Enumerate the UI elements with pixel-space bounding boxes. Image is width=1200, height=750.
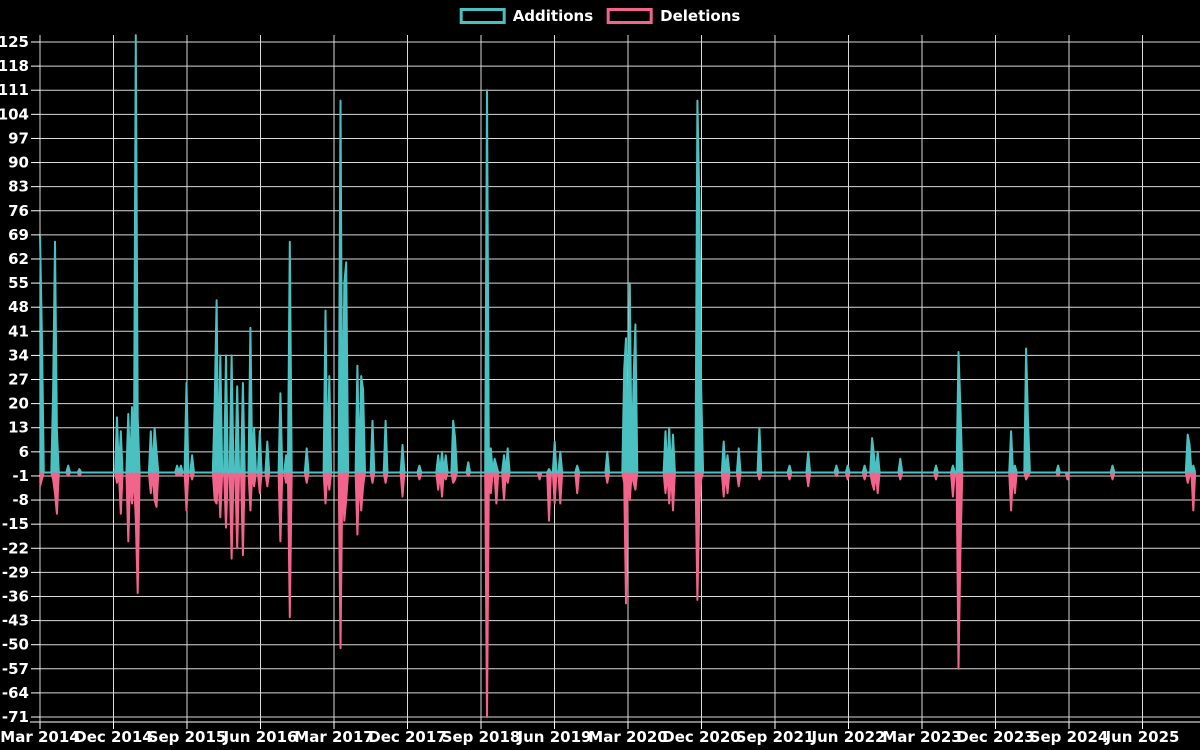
x-axis-label: Mar 2023 <box>882 728 961 746</box>
y-axis-label: 27 <box>8 371 29 389</box>
y-axis-label: 104 <box>0 105 29 123</box>
y-axis-label: 69 <box>8 226 29 244</box>
deletions-label: Deletions <box>660 7 741 25</box>
y-axis-label: -22 <box>2 539 29 557</box>
y-axis-label: -36 <box>2 587 29 605</box>
y-axis-label: 83 <box>8 178 29 196</box>
y-axis-label: -50 <box>2 636 29 654</box>
additions-series <box>39 34 1197 474</box>
x-axis-label: Sep 2015 <box>148 728 227 746</box>
y-axis-label: 13 <box>8 419 29 437</box>
x-axis-label: Dec 2020 <box>662 728 741 746</box>
y-axis-label: -1 <box>12 467 29 485</box>
additions-swatch-icon <box>459 8 506 24</box>
y-axis-label: 41 <box>8 322 29 340</box>
x-axis-label: Jun 2022 <box>811 728 886 746</box>
y-axis-label: -8 <box>12 491 29 509</box>
deletions-swatch-icon <box>607 8 654 24</box>
y-axis-label: 76 <box>8 202 29 220</box>
y-axis-label: 34 <box>8 346 29 364</box>
x-axis-label: Jun 2016 <box>223 728 298 746</box>
y-axis-label: 97 <box>8 129 29 147</box>
gridlines <box>39 35 1200 722</box>
x-axis-label: Mar 2014 <box>0 728 79 746</box>
y-axis-label: -29 <box>2 563 29 581</box>
y-axis-label: 20 <box>8 395 29 413</box>
y-axis-label: -43 <box>2 612 29 630</box>
y-axis-label: 118 <box>0 57 29 75</box>
deletions-series <box>39 471 1197 718</box>
y-axis-label: 111 <box>0 81 29 99</box>
legend-item-additions[interactable]: Additions <box>459 7 594 25</box>
x-axis-label: Dec 2014 <box>74 728 153 746</box>
x-axis-label: Jun 2019 <box>517 728 592 746</box>
x-axis-label: Jun 2025 <box>1105 728 1180 746</box>
chart-legend: Additions Deletions <box>459 7 740 25</box>
y-axis-label: 125 <box>0 33 29 51</box>
y-axis-label: 6 <box>19 443 29 461</box>
x-axis-label: Dec 2023 <box>956 728 1035 746</box>
legend-item-deletions[interactable]: Deletions <box>607 8 740 24</box>
y-axis-label: 48 <box>8 298 29 316</box>
x-axis-label: Sep 2021 <box>736 728 815 746</box>
y-axis: 125 118 111 104 97 90 83 76 69 62 55 48 41 34 27 20 13 6 -… <box>0 33 40 726</box>
x-axis-label: Mar 2017 <box>294 728 373 746</box>
y-axis-label: -15 <box>2 515 29 533</box>
y-axis-label: -64 <box>2 684 29 702</box>
y-axis-label: -71 <box>2 708 29 726</box>
y-axis-label: 90 <box>8 154 29 172</box>
additions-label: Additions <box>512 7 594 25</box>
x-axis-label: Sep 2018 <box>442 728 521 746</box>
x-axis-label: Mar 2020 <box>588 728 667 746</box>
x-axis-label: Sep 2024 <box>1030 728 1109 746</box>
y-axis-label: 62 <box>8 250 29 268</box>
x-axis-label: Dec 2017 <box>368 728 447 746</box>
y-axis-label: 55 <box>8 274 29 292</box>
y-axis-label: -57 <box>2 660 29 678</box>
